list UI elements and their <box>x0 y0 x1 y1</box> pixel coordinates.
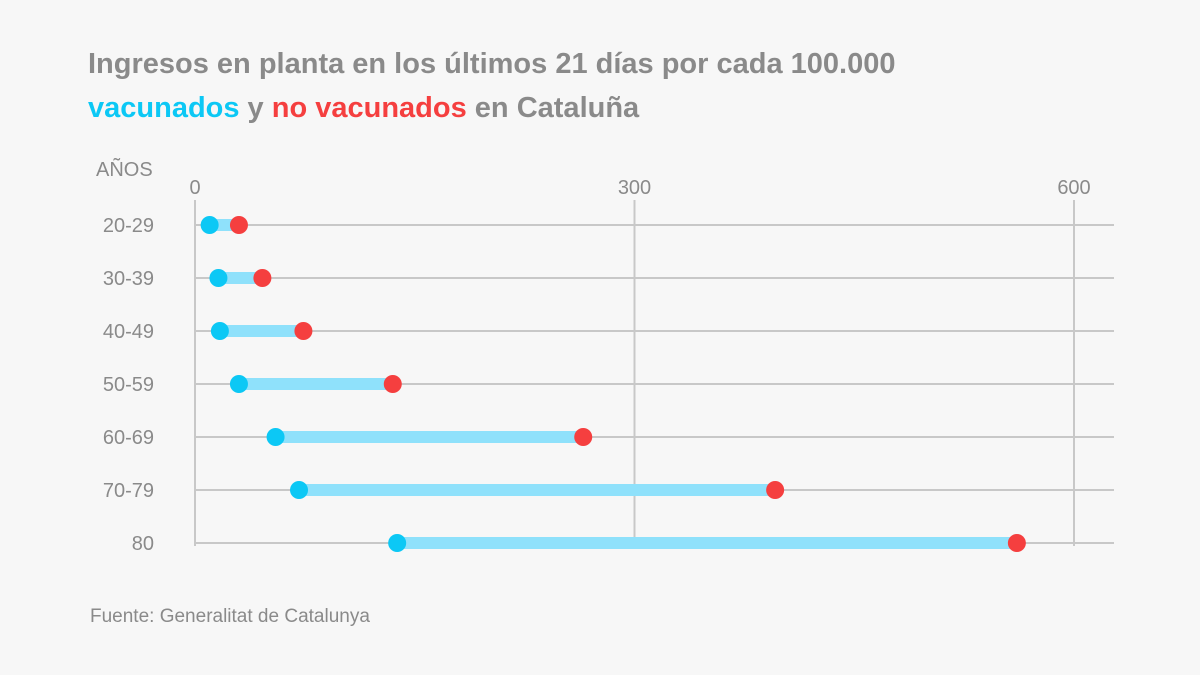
source-note: Fuente: Generalitat de Catalunya <box>90 606 370 627</box>
no-vacunados-dot <box>253 269 272 287</box>
range-bar <box>275 431 584 443</box>
range-bar <box>397 537 1017 549</box>
title-line-2: vacunados y no vacunados en Cataluña <box>88 86 895 130</box>
y-tick-label: 80 <box>132 533 154 555</box>
range-bar <box>218 272 263 284</box>
no-vacunados-dot <box>229 216 248 234</box>
no-vacunados-dot <box>294 322 313 340</box>
title-y: y <box>239 92 272 124</box>
y-axis-label: AÑOS <box>96 157 153 181</box>
title-vacunados: vacunados <box>88 92 240 124</box>
no-vacunados-dot <box>766 481 785 499</box>
no-vacunados-dot <box>574 428 593 446</box>
title-line-1: Ingresos en planta en los últimos 21 día… <box>88 48 896 80</box>
x-tick-label: 0 <box>189 177 200 199</box>
range-bar <box>219 325 304 337</box>
y-tick-label: 30-39 <box>103 268 154 290</box>
range-bar <box>299 484 776 496</box>
x-tick-label: 300 <box>618 177 651 199</box>
vacunados-dot <box>388 534 407 552</box>
vacunados-dot <box>290 481 309 499</box>
no-vacunados-dot <box>383 375 402 393</box>
title-end: en Cataluña <box>466 92 640 124</box>
vacunados-dot <box>229 375 248 393</box>
range-bar <box>238 378 393 390</box>
chart-title: Ingresos en planta en los últimos 21 día… <box>88 42 895 130</box>
y-tick-label: 60-69 <box>103 427 154 449</box>
no-vacunados-dot <box>1007 534 1026 552</box>
title-no-vacunados: no vacunados <box>271 92 467 124</box>
vacunados-dot <box>266 428 285 446</box>
y-tick-label: 50-59 <box>103 374 154 396</box>
y-tick-label: 40-49 <box>103 321 154 343</box>
y-tick-label: 20-29 <box>103 215 154 237</box>
vacunados-dot <box>200 216 219 234</box>
vacunados-dot <box>210 322 229 340</box>
y-tick-label: 70-79 <box>103 480 154 502</box>
x-tick-label: 600 <box>1057 177 1090 199</box>
vacunados-dot <box>209 269 228 287</box>
